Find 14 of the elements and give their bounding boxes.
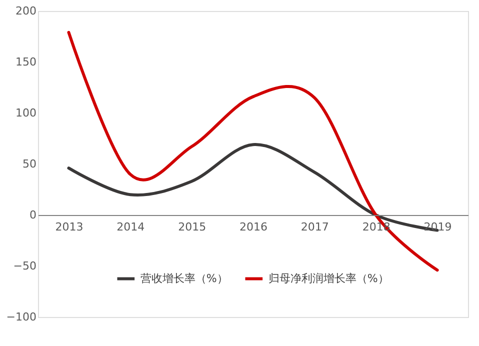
x-tick-label: 2013	[55, 220, 84, 234]
y-tick-label: 150	[16, 56, 36, 68]
x-tick-label: 2014	[116, 220, 145, 234]
y-tick-label: −100	[6, 310, 36, 324]
y-tick-label: 50	[22, 158, 36, 170]
x-tick-label: 2017	[300, 220, 329, 234]
x-tick-label: 2015	[178, 220, 206, 234]
y-tick-label: 200	[16, 4, 36, 18]
legend-label: 营收增长率（%）	[140, 272, 228, 285]
legend-label: 归母净利润增长率（%）	[268, 272, 389, 285]
y-tick-label: −50	[13, 260, 36, 272]
y-tick-label: 100	[16, 106, 36, 120]
x-tick-label: 2016	[240, 220, 268, 234]
y-tick-label: 0	[30, 208, 36, 222]
